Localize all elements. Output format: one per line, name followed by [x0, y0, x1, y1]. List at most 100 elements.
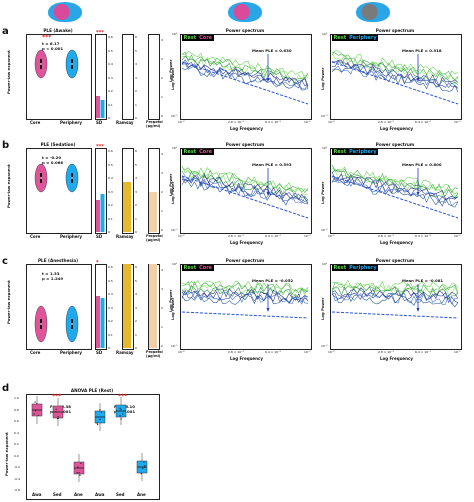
point [143, 461, 145, 463]
propofol-tick: 1 [161, 325, 163, 329]
point [141, 467, 144, 470]
brain-core-icon [48, 2, 82, 22]
spectrum-xlabel: Log Frequency [380, 126, 413, 131]
ytick-top: 10⁰ [172, 32, 178, 36]
point [140, 472, 142, 475]
xtick: 2.8 × 10⁻² [228, 234, 244, 238]
xtick: 10⁻¹ [454, 350, 461, 354]
violin-core-label: Core [30, 350, 41, 355]
ytick-bottom: 10⁻¹ [171, 228, 178, 232]
spectrum-line [331, 292, 459, 308]
arrow-head [416, 192, 420, 196]
sd-label: SD [96, 350, 103, 355]
sd-tick: 0.5 [108, 48, 113, 53]
panel-a-sd-stars: *** [96, 30, 104, 36]
ytick-top: 10⁰ [322, 146, 328, 150]
mean-fit-line [181, 175, 309, 219]
xtick: 10⁻² [178, 350, 185, 354]
sd-tick: 0.4 [108, 62, 113, 66]
ramsay-bar [123, 182, 131, 232]
spectrum-legend-periphery: Rest Periphery [332, 149, 379, 155]
propofol-tick: 2 [161, 76, 163, 80]
ytick-top: 10⁰ [172, 146, 178, 150]
spectrum-xlabel: Log Frequency [230, 126, 263, 131]
spectrum-line [181, 50, 309, 79]
spectrum-plot-core [180, 264, 312, 350]
xtick: 10⁻² [178, 120, 185, 124]
mean-ple-periphery: Mean PLE = 0.600 [402, 162, 442, 167]
violin-periphery-label: Periphery [60, 350, 82, 355]
spectrum-line [181, 178, 309, 206]
spectrum-line [331, 67, 459, 93]
xtick: 6.4 × 10⁻² [415, 234, 431, 238]
propofol-tick: 2 [161, 190, 163, 194]
spectrum-plot-core [180, 34, 312, 120]
xtick: 6.4 × 10⁻² [415, 350, 431, 354]
arrow-head [416, 78, 420, 82]
violin-median [40, 177, 42, 179]
panel-d-xtick: Ane [137, 492, 146, 497]
violin-periphery-label: Periphery [60, 120, 82, 125]
ramsay-tick: 5 [135, 278, 137, 283]
point [96, 423, 99, 426]
panel-c-sd-stars: * [96, 260, 99, 266]
sd-bar-core [96, 296, 100, 348]
violin-median [71, 177, 73, 179]
point [55, 408, 57, 410]
point [99, 418, 101, 421]
xtick: 6.4 × 10⁻² [265, 350, 281, 354]
spectrum-title: Power spectrum [375, 142, 415, 147]
ramsay-tick: 3 [135, 75, 137, 80]
sd-tick: 0.2 [108, 89, 113, 93]
sd-tick: 0.2 [108, 319, 113, 323]
xtick: 10⁻¹ [304, 350, 311, 354]
spectrum-line [181, 294, 309, 305]
spectrum-legend-periphery: Rest Periphery [332, 265, 379, 271]
spectrum-line [331, 60, 459, 87]
spectrum-xlabel: Log Frequency [230, 240, 263, 245]
point [144, 464, 146, 467]
point [78, 472, 80, 474]
sd-tick: 0.6 [108, 35, 113, 39]
propofol-bar [149, 264, 157, 348]
panel-d-ytick: 0.6 [14, 419, 19, 423]
point [119, 407, 121, 409]
point [120, 418, 122, 420]
ramsay-tick: 1 [135, 102, 137, 107]
panel-d-xtick: Sed [53, 492, 62, 497]
panel-a-title: PLE (Awake) [43, 28, 73, 33]
ramsay-tick: 3 [135, 305, 137, 310]
violin-median [71, 323, 73, 325]
spectrum-plot-core [180, 148, 312, 234]
spectrum-line [331, 176, 459, 202]
spectrum-line [331, 176, 459, 207]
panel-c-letter: c [2, 256, 8, 267]
propofol-tick: 4 [161, 268, 163, 272]
violin-core-label: Core [30, 120, 41, 125]
point [143, 466, 146, 469]
mean-ple-core: Mean PLE = 0.630 [252, 48, 292, 53]
point [100, 411, 103, 413]
sd-tick: 0.1 [108, 216, 113, 221]
spectrum-line [181, 291, 309, 305]
sd-tick: 0.2 [108, 203, 113, 207]
panel-d-ytick: 0.8 [14, 407, 19, 412]
ramsay-tick: 5 [135, 48, 137, 53]
spectrum-line [331, 164, 459, 193]
violin-core-label: Core [30, 234, 41, 239]
spectrum-xlabel: Log Frequency [230, 356, 263, 361]
spectrum-legend-periphery: Rest Periphery [332, 35, 379, 41]
ramsay-tick: 4 [135, 62, 137, 66]
legend-periphery: Periphery [347, 265, 379, 271]
ramsay-tick: 0 [135, 116, 137, 120]
xtick: 2.8 × 10⁻² [378, 120, 394, 124]
panel-b-t-stat: t = -0.20 [42, 155, 62, 160]
spectrum-line [181, 62, 309, 89]
xtick: 6.4 × 10⁻² [265, 120, 281, 124]
spectrum-line [331, 291, 459, 304]
point [79, 474, 81, 477]
panel-d-ytick: -0.6 [14, 488, 20, 492]
spectrum-line [331, 178, 459, 208]
point [57, 415, 59, 418]
mean-ple-core: Mean PLE = 0.593 [252, 162, 292, 167]
